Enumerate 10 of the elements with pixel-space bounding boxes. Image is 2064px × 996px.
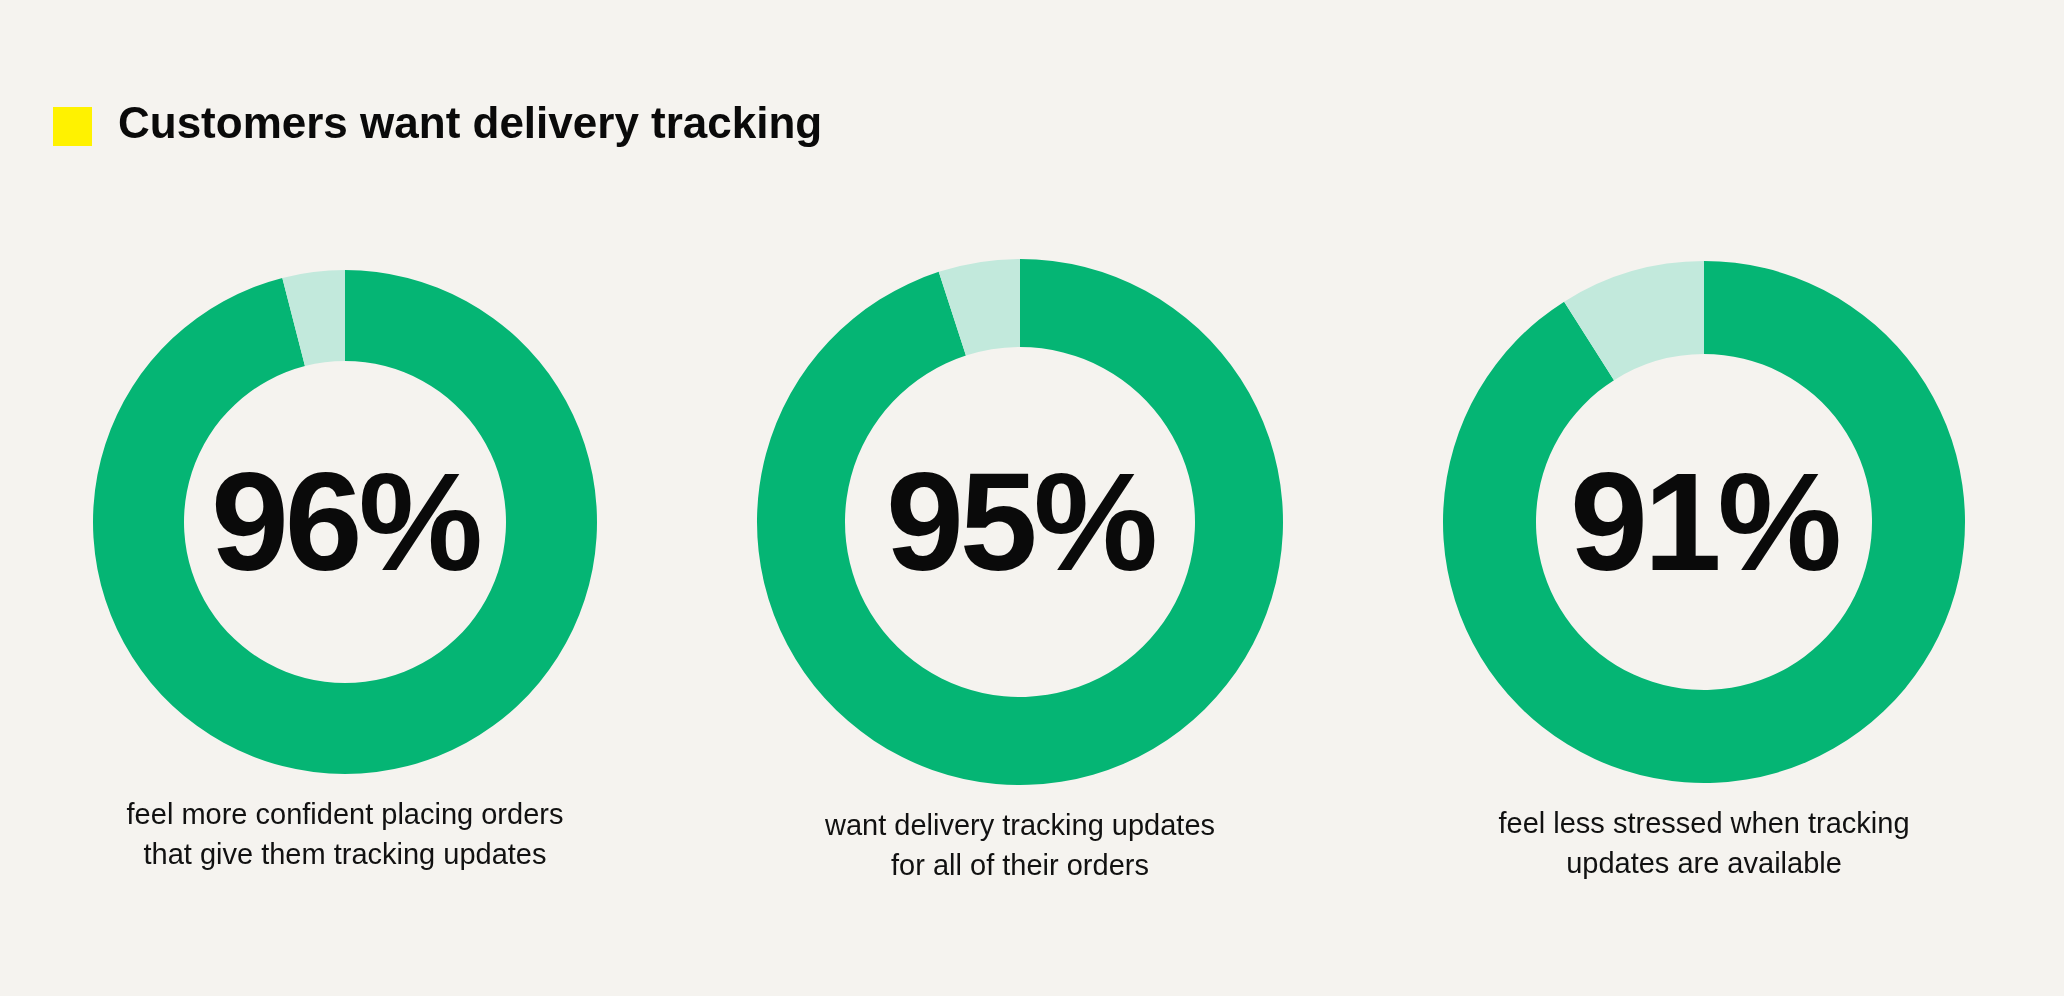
data-label: 91% xyxy=(1441,259,1967,785)
donut-slice xyxy=(1564,261,1704,381)
text: feel more confident placing orders that give them tracking updates xyxy=(125,797,565,872)
text: feel less stressed when tracking updates are available xyxy=(1497,806,1911,881)
text: want delivery tracking updates for all of their orders xyxy=(823,808,1217,883)
donut-slice xyxy=(938,259,1020,356)
donut-slice xyxy=(282,270,345,367)
chart-title: Customers want delivery tracking xyxy=(118,98,823,148)
data-label: 95% xyxy=(755,257,1285,787)
data-label: 96% xyxy=(91,268,599,776)
